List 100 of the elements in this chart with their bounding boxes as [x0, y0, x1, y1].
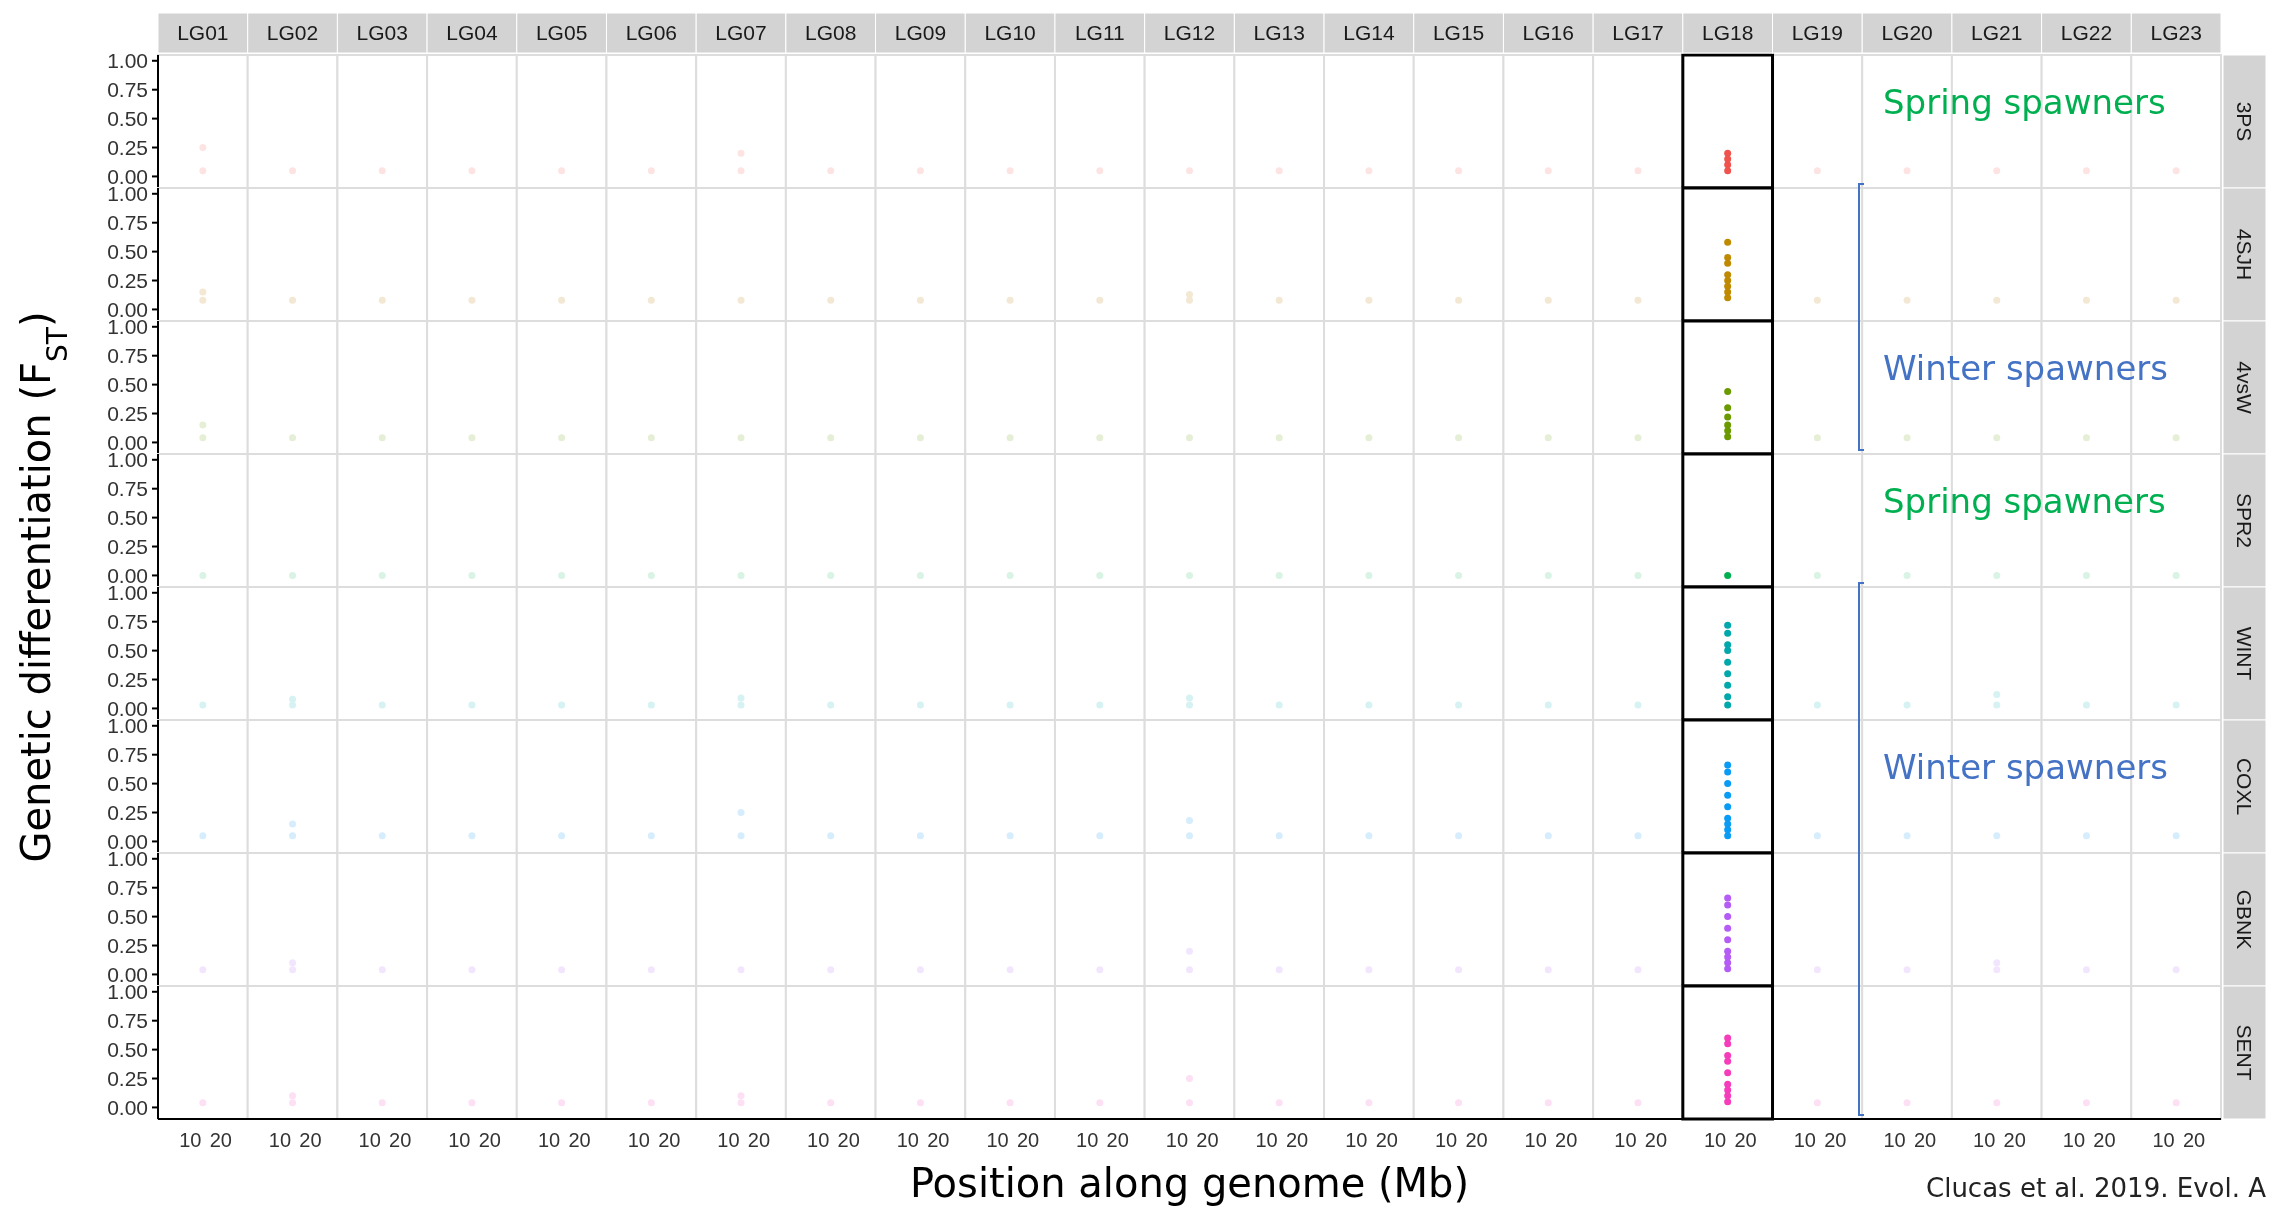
text: 10 — [358, 1129, 381, 1151]
point — [1544, 434, 1552, 442]
y-tick-label: 0.75 — [107, 610, 148, 634]
y-tick-label: 0.75 — [107, 1009, 148, 1033]
point — [558, 434, 566, 442]
y-tick-label: 0.25 — [107, 800, 148, 824]
text: 20 — [1555, 1129, 1578, 1151]
text: 10 — [1434, 1129, 1458, 1151]
x-tick-label: LG02 — [266, 21, 319, 44]
point — [558, 167, 566, 175]
point — [289, 434, 297, 442]
point — [916, 167, 924, 175]
text: 10 — [179, 1129, 202, 1151]
point — [827, 434, 835, 442]
text: 10 — [2062, 1129, 2086, 1151]
y-tick-label: 0.00 — [107, 962, 148, 986]
y-tick-label: 0.25 — [107, 1066, 148, 1090]
point — [1813, 167, 1821, 175]
x-tick-label: LG19 — [1791, 21, 1844, 44]
text: 20 — [2003, 1129, 2026, 1151]
text: 20 — [389, 1129, 412, 1151]
y-tick-label: 0.00 — [107, 563, 148, 587]
y-tick-label: 0.50 — [107, 106, 148, 130]
text: 10 — [1255, 1129, 1278, 1151]
y-tick-label: 0.25 — [107, 933, 148, 957]
text: 20 — [927, 1129, 950, 1151]
text: 20 — [1196, 1129, 1219, 1151]
y-tick-label: 0.00 — [107, 164, 148, 188]
x-tick-label: LG11 — [1074, 21, 1125, 44]
point — [1006, 167, 1014, 175]
text: 10 — [1076, 1129, 1099, 1151]
point — [468, 296, 476, 304]
point — [2172, 296, 2180, 304]
text: 20 — [2182, 1129, 2206, 1151]
point — [1006, 296, 1014, 304]
point — [647, 167, 655, 175]
text: 10 — [986, 1129, 1009, 1151]
point — [1455, 296, 1463, 304]
y-tick-label: 0.00 — [107, 430, 148, 454]
annotation: Spring spawners — [1883, 480, 2166, 521]
text: Clucas et al. 2019. Evol. A — [1926, 1173, 2267, 1203]
point — [1993, 167, 2001, 175]
x-axis-title: Position along genome (Mb) — [909, 1160, 1470, 1206]
text: 10 — [1524, 1129, 1547, 1151]
x-tick-label: LG14 — [1343, 21, 1395, 44]
text: 10 — [268, 1129, 292, 1151]
text: 10 — [807, 1129, 830, 1151]
text: 10 — [896, 1129, 919, 1151]
annotation: Winter spawners — [1883, 746, 2168, 787]
text: 20 — [1286, 1129, 1309, 1151]
text: 20 — [1465, 1129, 1488, 1151]
x-tick-label: LG13 — [1253, 21, 1305, 44]
point — [199, 288, 207, 296]
x-tick-label: LG21 — [1971, 21, 2023, 44]
point — [827, 296, 835, 304]
y-tick-label: 0.75 — [107, 78, 148, 102]
x-tick-label: LG17 — [1612, 21, 1664, 44]
x-tick-label: LG10 — [984, 21, 1036, 44]
point — [647, 296, 655, 304]
point — [916, 434, 924, 442]
text: 20 — [1644, 1129, 1668, 1151]
text: 10 — [1165, 1129, 1189, 1151]
point — [1544, 296, 1552, 304]
point — [1275, 167, 1283, 175]
point — [1365, 434, 1373, 442]
point — [647, 434, 655, 442]
y2-axis-title: 3PS — [2233, 101, 2257, 142]
point — [1544, 167, 1552, 175]
point — [378, 167, 386, 175]
text: 20 — [747, 1129, 771, 1151]
y2-axis-title: 4vsW — [2233, 361, 2257, 414]
x-tick-label: LG22 — [2060, 21, 2113, 44]
text: 10 — [1703, 1129, 1727, 1151]
text: 20 — [299, 1129, 322, 1151]
point — [737, 296, 745, 304]
text: 20 — [1734, 1129, 1757, 1151]
point — [1096, 434, 1104, 442]
point — [2172, 434, 2180, 442]
point — [1186, 167, 1193, 175]
point — [1634, 434, 1642, 442]
point — [1006, 434, 1014, 442]
x-tick-label: LG07 — [715, 21, 767, 44]
text: 10 — [717, 1129, 740, 1151]
text: 20 — [1016, 1129, 1040, 1151]
y2-axis-title: SENT — [2233, 1024, 2257, 1081]
point — [1993, 434, 2001, 442]
y-tick-label: 0.50 — [107, 771, 148, 795]
y-tick-label: 0.50 — [107, 1037, 148, 1061]
y-tick-label: 0.25 — [107, 135, 148, 159]
y2-axis-title: SPR2 — [2233, 493, 2257, 548]
point — [2082, 167, 2090, 175]
text: 20 — [1824, 1129, 1847, 1151]
point — [1993, 296, 2001, 304]
x-tick-label: LG15 — [1432, 21, 1485, 44]
x-tick-label: LG09 — [894, 21, 947, 44]
text: 10 — [448, 1129, 471, 1151]
y-tick-label: 0.75 — [107, 743, 148, 767]
point — [2082, 434, 2090, 442]
y-tick-label: 0.25 — [107, 268, 148, 292]
point — [1455, 167, 1463, 175]
